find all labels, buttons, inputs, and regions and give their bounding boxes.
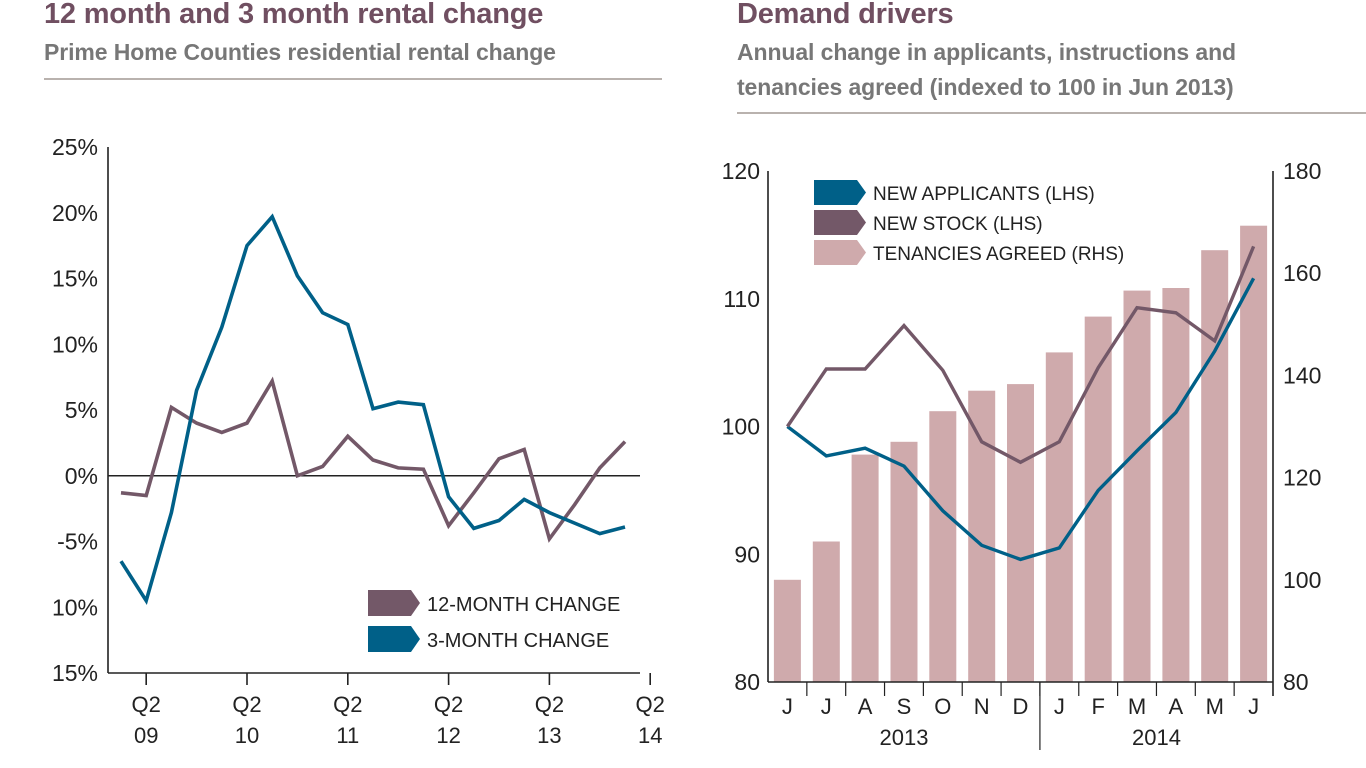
left-x-tick-label-year: 09: [134, 723, 158, 748]
tenancies-bar: [929, 411, 957, 682]
tenancies-bar: [1045, 352, 1073, 682]
year-label: 2013: [879, 725, 928, 750]
left-x-ticks: Q2 09 Q2 10 Q2 11 Q2 12 Q2 13 Q2 14: [132, 673, 665, 748]
month-label: N: [974, 694, 990, 719]
left-axis-tick-label: 120: [722, 158, 760, 184]
left-x-tick-label-quarter: Q2: [232, 692, 261, 717]
right-axis-tick-label: 100: [1283, 567, 1321, 593]
month-label: D: [1013, 694, 1029, 719]
legend-swatch-icon: [814, 240, 866, 265]
right-axis-tick-label: 80: [1283, 669, 1309, 695]
left-legend-item: 12-MONTH CHANGE: [368, 590, 620, 616]
right-axis-tick-label: 140: [1283, 362, 1321, 388]
left-legend: 12-MONTH CHANGE 3-MONTH CHANGE: [368, 590, 620, 652]
left-y-tick-label: 15%: [52, 660, 98, 686]
left-y-tick-label: 20%: [52, 200, 98, 226]
right-axis-tick-label: 180: [1283, 158, 1321, 184]
tenancies-bar: [1240, 225, 1268, 682]
right-axis-tick-label: 120: [1283, 465, 1321, 491]
month-label: J: [1054, 694, 1065, 719]
month-label: M: [1128, 694, 1146, 719]
year-label: 2014: [1132, 725, 1181, 750]
left-legend-item: 3-MONTH CHANGE: [368, 626, 609, 652]
left-chart-subtitle: Prime Home Counties residential rental c…: [44, 39, 556, 65]
left-chart-title: 12 month and 3 month rental change: [44, 0, 544, 30]
legend-label: TENANCIES AGREED (RHS): [873, 244, 1124, 265]
legend-swatch-icon: [814, 210, 866, 235]
month-label: J: [782, 694, 793, 719]
month-label: F: [1091, 694, 1104, 719]
month-label: O: [934, 694, 951, 719]
legend-swatch-icon: [368, 590, 420, 616]
tenancies-bars: [773, 225, 1268, 682]
month-label: J: [1248, 694, 1259, 719]
right-legend-item: NEW APPLICANTS (LHS): [814, 180, 1095, 205]
tenancies-bar: [1084, 316, 1112, 682]
left-y-tick-label: 10%: [52, 594, 98, 620]
left-chart: 25%20%15%10%5%0%-5%10%15% Q209Q210Q211Q2…: [52, 134, 665, 748]
new-stock-line: [785, 245, 1256, 465]
legend-swatch-icon: [814, 180, 866, 205]
left-x-tick-label-quarter: Q2: [535, 692, 564, 717]
left-title-rule: [44, 78, 662, 80]
right-legend-item: NEW STOCK (LHS): [814, 210, 1043, 235]
new-applicants-line: [786, 277, 1256, 562]
right-chart-left-tick-labels: 120 110 100 90 80: [722, 158, 760, 695]
legend-label: NEW APPLICANTS (LHS): [873, 184, 1095, 205]
left-y-tick-labels: 25% 20% 15% 10% 5% 0% -5% 10% 15%: [52, 134, 98, 686]
right-chart-right-tick-labels: 180 160 140 120 100 80: [1283, 158, 1321, 695]
left-y-tick-label: -5%: [57, 529, 98, 555]
left-x-tick-label-year: 13: [537, 723, 561, 748]
right-title-rule: [737, 112, 1366, 114]
legend-label: NEW STOCK (LHS): [873, 214, 1043, 235]
legend-label: 3-MONTH CHANGE: [427, 630, 609, 652]
right-axis-tick-label: 160: [1283, 260, 1321, 286]
tenancies-bar: [773, 579, 801, 682]
right-chart-title: Demand drivers: [737, 0, 954, 30]
left-x-tick-label-quarter: Q2: [132, 692, 161, 717]
left-x-tick-label-year: 11: [336, 723, 359, 748]
left-y-tick-label: 10%: [52, 331, 98, 357]
month-label: A: [1169, 694, 1184, 719]
legend-swatch-icon: [368, 626, 420, 652]
tenancies-bar: [1007, 384, 1034, 682]
tenancies-bar: [1162, 288, 1190, 682]
month-label: A: [858, 694, 873, 719]
left-series-lines: [119, 213, 627, 606]
left-y-tick-label: 0%: [65, 463, 98, 489]
left-x-tick-label-quarter: Q2: [636, 692, 665, 717]
left-x-tick-label-year: 14: [638, 723, 662, 748]
left-axis-tick-label: 80: [734, 669, 760, 695]
month-label: J: [821, 694, 832, 719]
left-y-tick-label: 15%: [52, 266, 98, 292]
left-x-tick-label-year: 12: [436, 723, 460, 748]
left-y-tick-label: 5%: [65, 397, 98, 423]
tenancies-bar: [851, 454, 879, 682]
right-series-lines: [785, 245, 1256, 562]
right-chart-subtitle-line-1: Annual change in applicants, instruction…: [737, 39, 1237, 65]
left-y-tick-label: 25%: [52, 134, 98, 160]
right-chart-subtitle-line-2: tenancies agreed (indexed to 100 in Jun …: [737, 74, 1234, 100]
month-label: M: [1206, 694, 1224, 719]
left-axis-tick-label: 110: [723, 286, 760, 312]
tenancies-bar: [812, 541, 840, 682]
right-legend: NEW APPLICANTS (LHS) NEW STOCK (LHS) TENAN…: [814, 180, 1124, 265]
legend-label: 12-MONTH CHANGE: [427, 594, 620, 616]
left-x-tick-label-year: 10: [235, 723, 259, 748]
left-axis-tick-label: 90: [734, 541, 760, 567]
month-label: S: [897, 694, 912, 719]
left-axis-tick-label: 100: [722, 414, 760, 440]
right-legend-item: TENANCIES AGREED (RHS): [814, 240, 1124, 265]
left-x-tick-label-quarter: Q2: [333, 692, 362, 717]
tenancies-bar: [1123, 290, 1151, 682]
left-x-tick-label-quarter: Q2: [434, 692, 463, 717]
three-month-line: [119, 213, 626, 606]
tenancies-bar: [890, 441, 918, 682]
